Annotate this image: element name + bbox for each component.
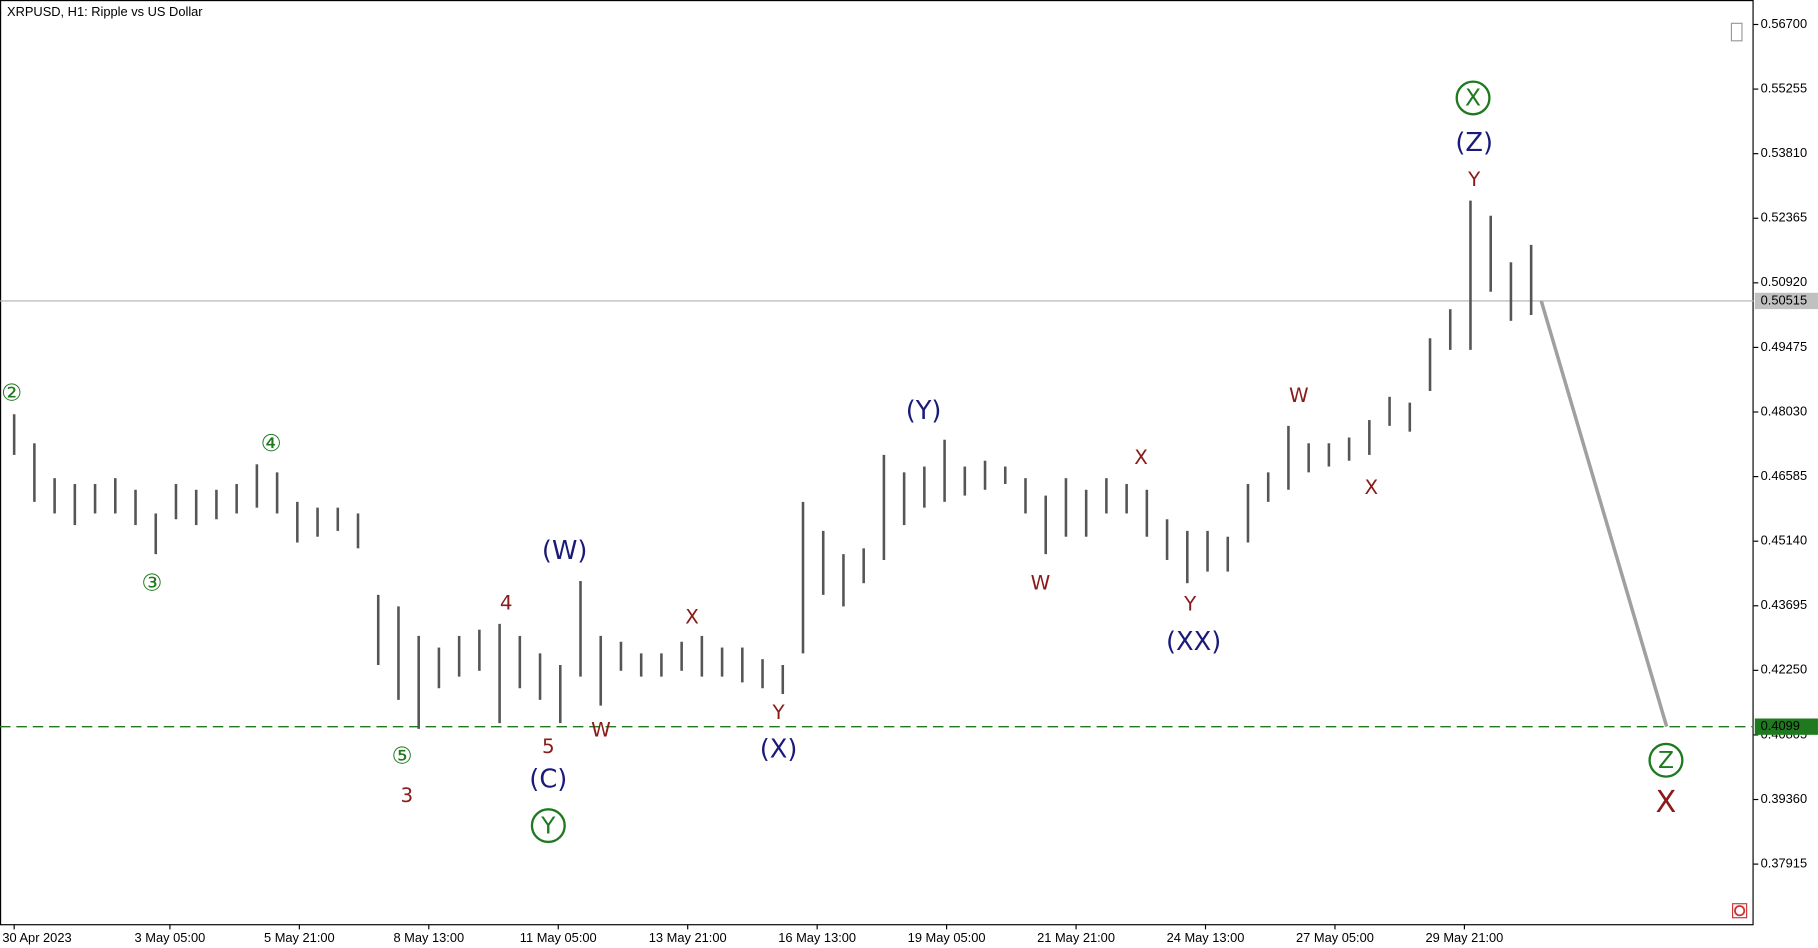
y-tick-label: 0.48030 — [1761, 403, 1807, 418]
wave-label: ② — [1, 379, 22, 407]
level-label: 0.4099 — [1761, 718, 1800, 733]
y-tick-label: 0.55255 — [1761, 80, 1807, 95]
wave-label: ④ — [261, 429, 282, 457]
wave-label: (XX) — [1166, 627, 1221, 657]
wave-label: 3 — [401, 784, 414, 807]
wave-label: (C) — [529, 765, 567, 795]
plot-frame — [0, 0, 1754, 926]
wave-circle — [530, 808, 566, 844]
x-tick-label: 13 May 21:00 — [649, 930, 727, 945]
wave-label: (Y) — [906, 396, 942, 426]
wave-label: (W) — [542, 536, 587, 566]
icon[interactable] — [1732, 903, 1748, 919]
wave-label: ⑤ — [392, 741, 413, 769]
chart-title: XRPUSD, H1: Ripple vs US Dollar — [7, 4, 203, 19]
wave-label: 5 — [542, 735, 555, 758]
wave-label: Y — [1183, 593, 1197, 616]
y-tick-label: 0.49475 — [1761, 339, 1807, 354]
x-tick-label: 5 May 21:00 — [264, 930, 335, 945]
level-tag — [1754, 718, 1818, 735]
wave-label: W — [1289, 384, 1309, 407]
y-tick-label: 0.43695 — [1761, 597, 1807, 612]
wave-label: X — [1656, 785, 1677, 820]
y-tick-label: 0.56700 — [1761, 16, 1807, 31]
projection-line — [1539, 300, 1669, 728]
x-tick-label: 8 May 13:00 — [393, 930, 464, 945]
y-tick-label: 0.45140 — [1761, 533, 1807, 548]
wave-label: X — [1134, 446, 1148, 469]
x-tick-label: 3 May 05:00 — [135, 930, 206, 945]
x-tick-label: 21 May 21:00 — [1037, 930, 1115, 945]
wave-label: Y — [540, 811, 556, 839]
wave-circle — [1455, 80, 1491, 116]
wave-label: W — [1031, 572, 1051, 595]
y-tick-label: 0.53810 — [1761, 145, 1807, 160]
x-tick-label: 27 May 05:00 — [1296, 930, 1374, 945]
current-price-label: 0.50515 — [1761, 292, 1807, 307]
wave-label: Z — [1658, 746, 1674, 774]
y-tick-label: 0.52365 — [1761, 210, 1807, 225]
y-tick-label: 0.37915 — [1761, 856, 1807, 871]
wave-label: 4 — [500, 592, 513, 615]
current-price-tag — [1754, 292, 1818, 310]
y-tick-label: 0.50920 — [1761, 274, 1807, 289]
x-tick-label: 19 May 05:00 — [908, 930, 986, 945]
x-tick-label: 24 May 13:00 — [1167, 930, 1245, 945]
wave-label: (Z) — [1455, 128, 1493, 158]
y-tick-label: 0.39360 — [1761, 791, 1807, 806]
wave-label: W — [591, 719, 611, 742]
wave-label: ③ — [142, 569, 163, 597]
x-tick-label: 30 Apr 2023 — [2, 930, 71, 945]
x-tick-label: 16 May 13:00 — [778, 930, 856, 945]
wave-label: X — [685, 606, 699, 629]
x-tick-label: 29 May 21:00 — [1425, 930, 1503, 945]
x-tick-label: 11 May 05:00 — [520, 930, 597, 945]
y-tick-label: 0.46585 — [1761, 468, 1807, 483]
wave-circle — [1648, 742, 1684, 778]
wave-label: (X) — [760, 734, 798, 764]
wave-label: X — [1465, 84, 1481, 112]
wave-label: X — [1365, 476, 1379, 499]
wave-label: Y — [1467, 168, 1481, 191]
y-tick-label: 0.42250 — [1761, 662, 1807, 677]
wave-label: Y — [772, 701, 786, 724]
icon[interactable] — [1734, 905, 1746, 917]
icon — [1730, 22, 1743, 42]
